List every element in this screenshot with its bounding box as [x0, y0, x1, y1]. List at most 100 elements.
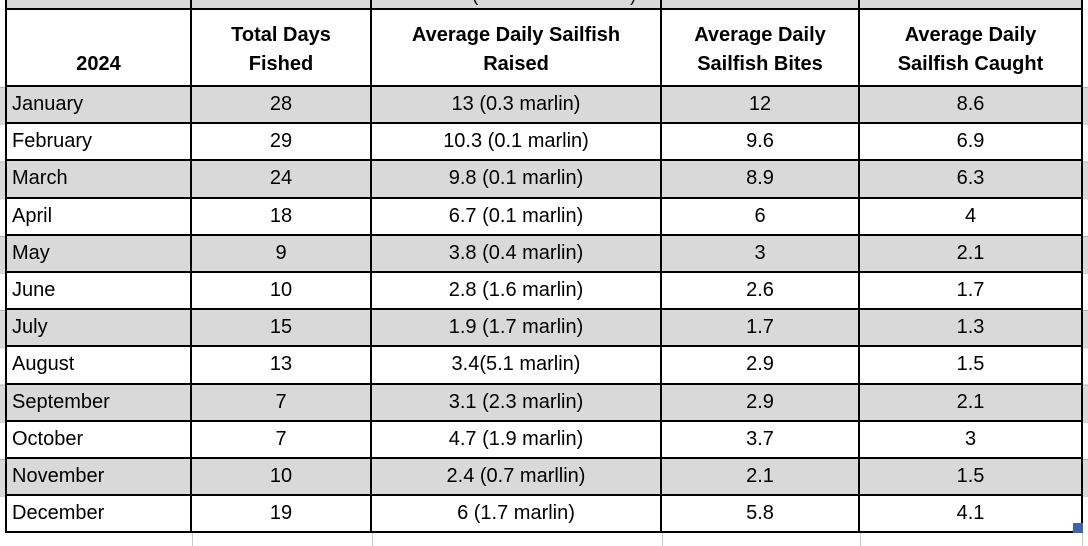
sailfish-bites-cell[interactable]: 2.1	[662, 458, 860, 495]
selection-fill-handle[interactable]	[1073, 523, 1083, 533]
month-cell[interactable]: September	[5, 384, 192, 420]
parenthesis-fragment-right: )	[630, 0, 636, 7]
sailfish-bites-cell[interactable]: 1.7	[662, 310, 860, 346]
header-line: Sailfish Caught	[897, 53, 1044, 75]
sailfish-caught-cell[interactable]: 4.1	[860, 496, 1083, 532]
sailfish-raised-cell[interactable]: 10.3 (0.1 marlin)	[372, 124, 662, 160]
table-row: July 15 1.9 (1.7 marlin) 1.7 1.3	[5, 310, 1083, 348]
gridline-stub	[1082, 533, 1083, 546]
gridline-stub	[662, 533, 663, 546]
month-cell[interactable]: April	[5, 198, 192, 234]
gridline-stub	[372, 533, 373, 546]
sailfish-caught-cell[interactable]: 6.3	[860, 161, 1083, 197]
sailfish-bites-cell[interactable]: 2.6	[662, 272, 860, 309]
month-cell[interactable]: December	[5, 496, 192, 532]
days-fished-cell[interactable]: 19	[192, 496, 372, 532]
left-gutter-column-slice	[0, 87, 5, 533]
sailfish-caught-cell[interactable]: 1.3	[860, 310, 1083, 346]
month-cell[interactable]: January	[5, 87, 192, 123]
sailfish-raised-cell[interactable]: 3.1 (2.3 marlin)	[372, 384, 662, 420]
partial-cell[interactable]	[192, 0, 372, 8]
sailfish-caught-cell[interactable]: 2.1	[860, 384, 1083, 420]
sailfish-bites-cell[interactable]: 8.9	[662, 161, 860, 197]
partial-cell[interactable]	[662, 0, 860, 8]
month-cell[interactable]: June	[5, 272, 192, 309]
days-fished-cell[interactable]: 13	[192, 347, 372, 383]
sailfish-bites-cell[interactable]: 2.9	[662, 347, 860, 383]
header-line: Average Daily	[694, 24, 826, 46]
header-cell-days-fished[interactable]: Total Days Fished	[192, 10, 372, 85]
sailfish-caught-cell[interactable]: 1.5	[860, 458, 1083, 495]
sailfish-bites-cell[interactable]: 3.7	[662, 421, 860, 457]
header-cell-year[interactable]: 2024	[5, 10, 192, 85]
sailfish-caught-cell[interactable]: 6.9	[860, 124, 1083, 160]
days-fished-cell[interactable]: 24	[192, 161, 372, 197]
sailfish-caught-cell[interactable]: 1.7	[860, 272, 1083, 309]
header-line: Average Daily Sailfish	[411, 24, 621, 46]
month-cell[interactable]: March	[5, 161, 192, 197]
month-cell[interactable]: May	[5, 235, 192, 271]
table-row: September 7 3.1 (2.3 marlin) 2.9 2.1	[5, 384, 1083, 422]
table-row: February 29 10.3 (0.1 marlin) 9.6 6.9	[5, 124, 1083, 162]
sailfish-caught-cell[interactable]: 1.5	[860, 347, 1083, 383]
table-row: May 9 3.8 (0.4 marlin) 3 2.1	[5, 235, 1083, 273]
sailfish-raised-cell[interactable]: 2.4 (0.7 marllin)	[372, 458, 662, 495]
month-cell[interactable]: November	[5, 458, 192, 495]
header-row: 2024 Total Days Fished Average Daily Sai…	[5, 10, 1083, 87]
sailfish-caught-cell[interactable]: 3	[860, 421, 1083, 457]
gridline-stub	[192, 533, 193, 546]
right-gutter-column-slice	[1083, 87, 1088, 533]
days-fished-cell[interactable]: 15	[192, 310, 372, 346]
table-row: November 10 2.4 (0.7 marllin) 2.1 1.5	[5, 458, 1083, 497]
sailfish-bites-cell[interactable]: 3	[662, 235, 860, 271]
sailfish-bites-cell[interactable]: 6	[662, 198, 860, 234]
sailfish-stats-table: ( ) 2024 Total Days Fished Average Daily…	[5, 0, 1083, 534]
sailfish-raised-cell[interactable]: 6 (1.7 marlin)	[372, 496, 662, 532]
table-body: January 28 13 (0.3 marlin) 12 8.6 Februa…	[5, 87, 1083, 534]
month-cell[interactable]: October	[5, 421, 192, 457]
month-cell[interactable]: August	[5, 347, 192, 383]
days-fished-cell[interactable]: 10	[192, 272, 372, 309]
table-row: April 18 6.7 (0.1 marlin) 6 4	[5, 198, 1083, 236]
days-fished-cell[interactable]: 7	[192, 421, 372, 457]
days-fished-cell[interactable]: 28	[192, 87, 372, 123]
sailfish-raised-cell[interactable]: 2.8 (1.6 marlin)	[372, 272, 662, 309]
partial-row-above: ( )	[5, 0, 1083, 10]
days-fished-cell[interactable]: 9	[192, 235, 372, 271]
partial-row-below	[0, 533, 1088, 546]
sailfish-caught-cell[interactable]: 8.6	[860, 87, 1083, 123]
sailfish-raised-cell[interactable]: 9.8 (0.1 marlin)	[372, 161, 662, 197]
sailfish-raised-cell[interactable]: 1.9 (1.7 marlin)	[372, 310, 662, 346]
header-line: Sailfish Bites	[697, 53, 823, 75]
sailfish-bites-cell[interactable]: 5.8	[662, 496, 860, 532]
days-fished-cell[interactable]: 18	[192, 198, 372, 234]
table-row: October 7 4.7 (1.9 marlin) 3.7 3	[5, 421, 1083, 459]
partial-cell[interactable]	[860, 0, 1083, 8]
month-cell[interactable]: February	[5, 124, 192, 160]
days-fished-cell[interactable]: 29	[192, 124, 372, 160]
sailfish-caught-cell[interactable]: 2.1	[860, 235, 1083, 271]
header-cell-sailfish-caught[interactable]: Average Daily Sailfish Caught	[860, 10, 1083, 85]
sailfish-bites-cell[interactable]: 9.6	[662, 124, 860, 160]
sailfish-bites-cell[interactable]: 12	[662, 87, 860, 123]
sailfish-raised-cell[interactable]: 13 (0.3 marlin)	[372, 87, 662, 123]
partial-cell[interactable]: ( )	[372, 0, 662, 8]
sailfish-bites-cell[interactable]: 2.9	[662, 384, 860, 420]
header-cell-sailfish-bites[interactable]: Average Daily Sailfish Bites	[662, 10, 860, 85]
header-cell-sailfish-raised[interactable]: Average Daily Sailfish Raised	[372, 10, 662, 85]
sailfish-caught-cell[interactable]: 4	[860, 198, 1083, 234]
days-fished-cell[interactable]: 10	[192, 458, 372, 495]
sailfish-raised-cell[interactable]: 4.7 (1.9 marlin)	[372, 421, 662, 457]
table-row: June 10 2.8 (1.6 marlin) 2.6 1.7	[5, 272, 1083, 311]
gridline-stub	[860, 533, 861, 546]
partial-cell[interactable]	[5, 0, 192, 8]
sailfish-raised-cell[interactable]: 3.4(5.1 marlin)	[372, 347, 662, 383]
header-line: Fished	[248, 53, 314, 75]
sailfish-raised-cell[interactable]: 3.8 (0.4 marlin)	[372, 235, 662, 271]
sailfish-raised-cell[interactable]: 6.7 (0.1 marlin)	[372, 198, 662, 234]
header-year-label: 2024	[76, 53, 121, 75]
days-fished-cell[interactable]: 7	[192, 384, 372, 420]
month-cell[interactable]: July	[5, 310, 192, 346]
header-line: Raised	[483, 53, 549, 75]
